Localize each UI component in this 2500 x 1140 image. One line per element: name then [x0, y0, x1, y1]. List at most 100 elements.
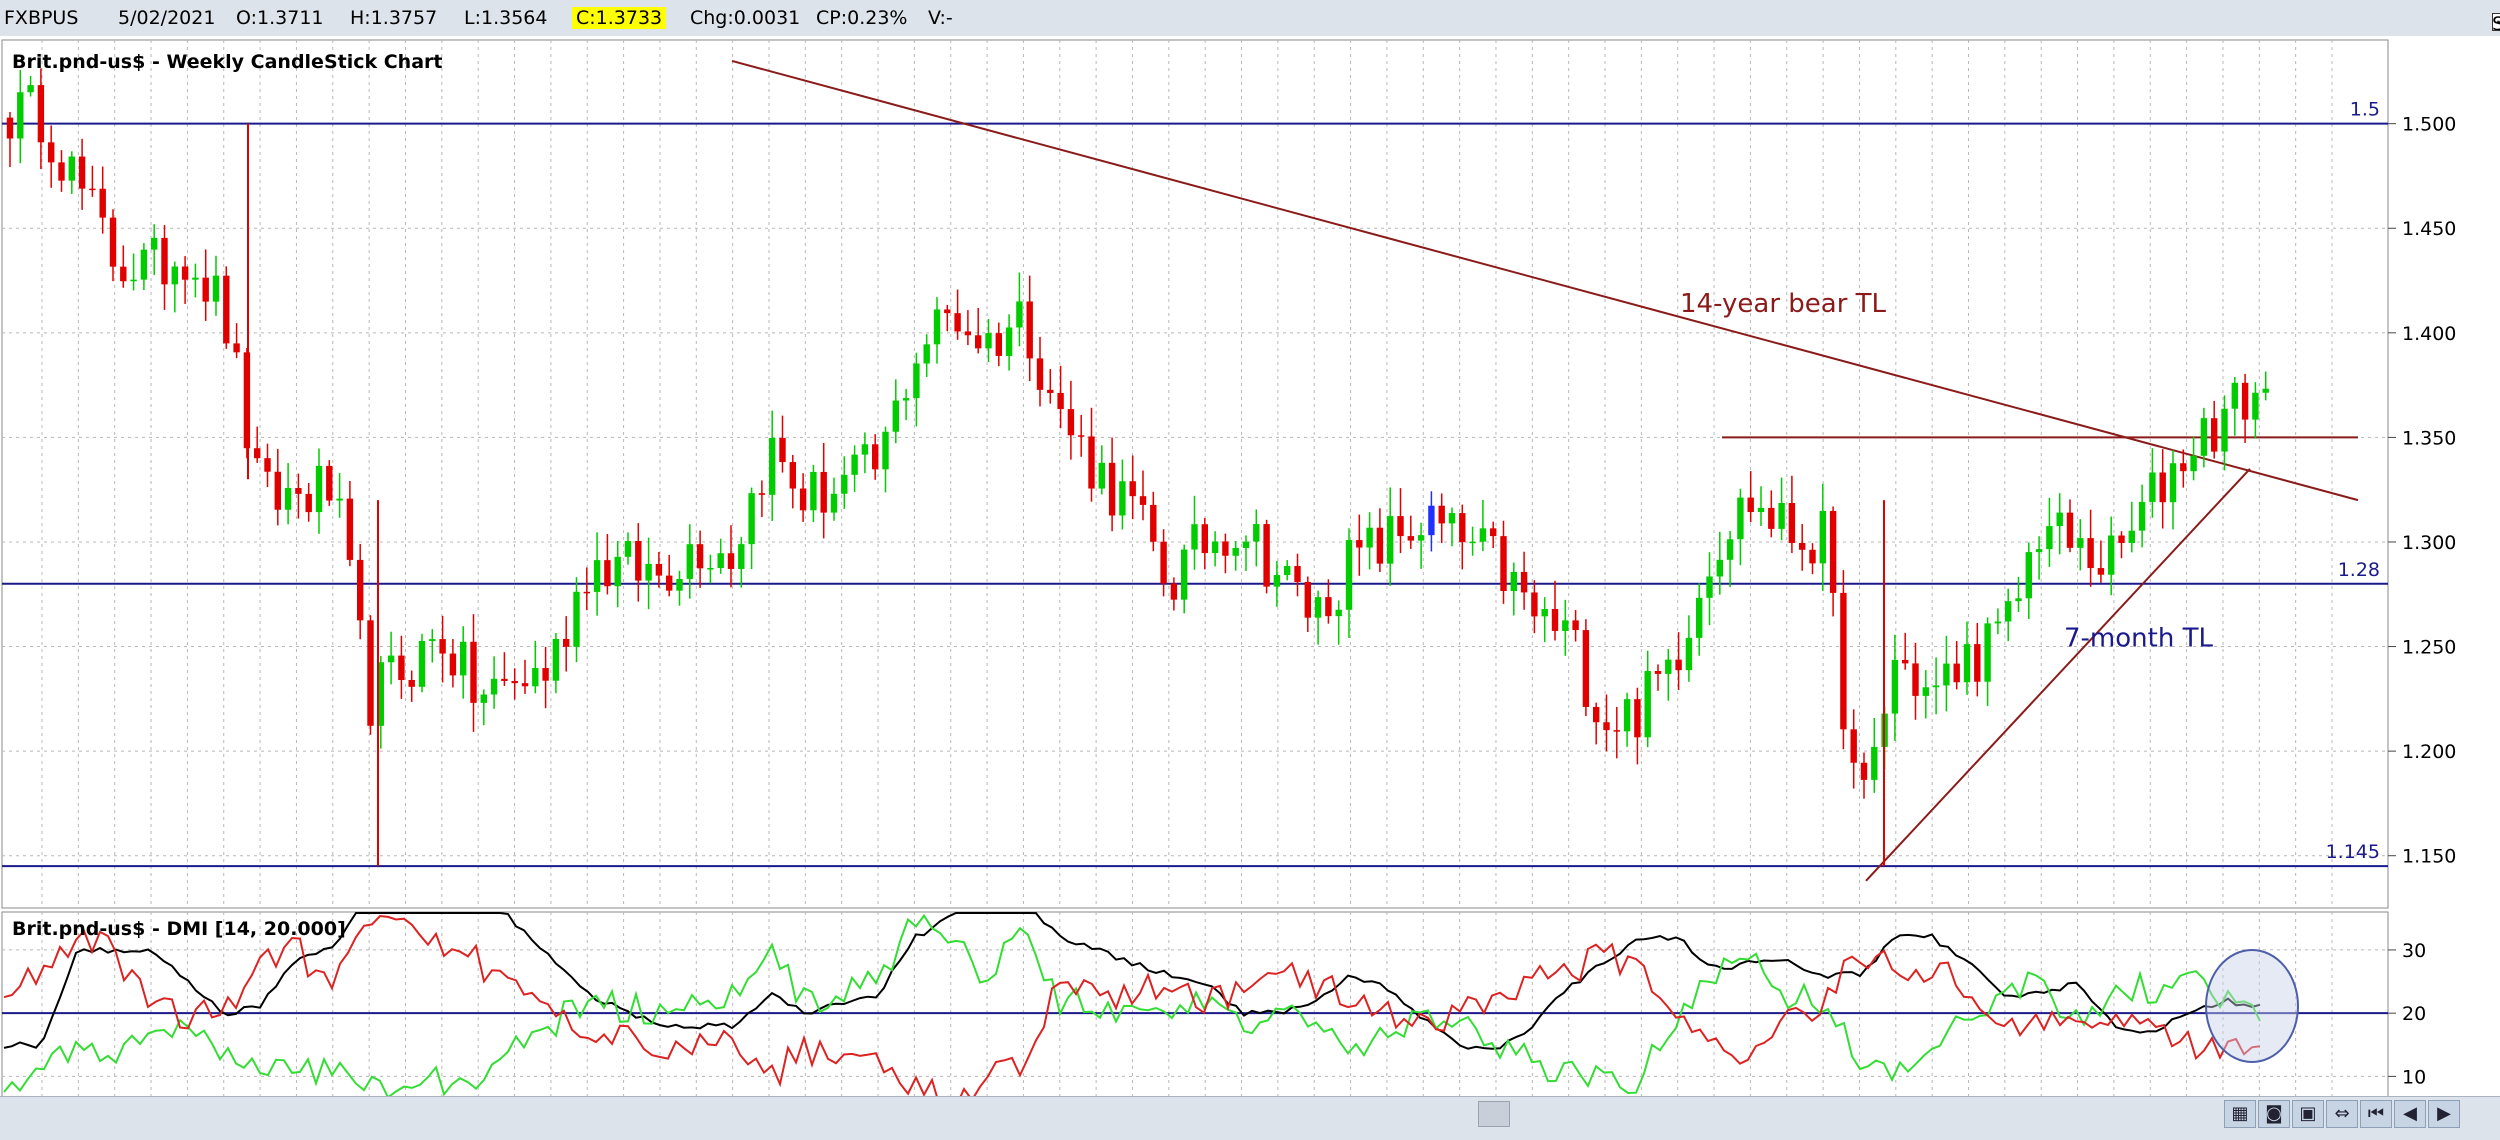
candle-body — [2108, 535, 2115, 575]
candle-body — [892, 400, 899, 432]
candle-body — [1150, 504, 1157, 542]
candle-body — [1088, 436, 1095, 489]
scrollbar-thumb[interactable] — [1478, 1101, 1510, 1127]
candle-body — [769, 437, 776, 495]
show-last-label: Show Last — [2492, 13, 2500, 35]
camera-icon[interactable]: ◙ — [2258, 1100, 2290, 1128]
low-value: L:1.3564 — [464, 7, 548, 29]
candle-body — [1129, 481, 1136, 497]
candle-body — [1634, 699, 1641, 738]
candle-body — [1417, 535, 1425, 541]
candle-body — [68, 156, 75, 181]
candle-body — [212, 275, 220, 302]
candle-body — [1438, 505, 1445, 524]
candle-body — [295, 487, 302, 494]
candle-body — [1922, 687, 1929, 696]
candle-body — [1902, 659, 1909, 664]
expand-icon[interactable]: ⇔ — [2326, 1100, 2358, 1128]
candle-body — [2169, 463, 2177, 503]
rewind-icon[interactable]: ⏮ — [2360, 1100, 2392, 1128]
candle-body — [1850, 729, 1857, 763]
y-tick-label: 1.450 — [2402, 218, 2456, 240]
price-chart-title: Brit.pnd-us$ - Weekly CandleStick Chart — [12, 51, 442, 73]
dmi-y-tick-label: 20 — [2402, 1003, 2426, 1025]
candle-body — [552, 638, 560, 681]
candle-body — [604, 560, 611, 587]
candle-body — [1665, 659, 1672, 674]
candle-body — [2211, 418, 2218, 452]
save-icon[interactable]: ▣ — [2292, 1100, 2324, 1128]
candle-body — [161, 237, 168, 285]
dmi-panel: 30 20 10 Brit.pnd-us$ - DMI [14, 20.000] — [1, 911, 2426, 1096]
candle-body — [645, 563, 652, 581]
candle-body — [2087, 538, 2094, 569]
candle-body — [243, 352, 251, 449]
candle-body — [140, 249, 148, 280]
volume-value: V:- — [928, 7, 953, 29]
bear-trendline-annotation: 14-year bear TL — [1680, 289, 1887, 319]
candle-body — [305, 493, 312, 513]
candle-body — [2005, 601, 2012, 622]
candle-body — [2097, 568, 2105, 575]
candle-body — [1706, 576, 1713, 598]
candle-body — [192, 277, 199, 280]
candle-body — [6, 117, 14, 139]
support-line-label: 1.5 — [2350, 99, 2380, 121]
candle-body — [1500, 536, 1507, 591]
candle-body — [223, 275, 230, 344]
plus_di-line — [3, 913, 2261, 1096]
candle-body — [1860, 762, 1868, 780]
candle-body — [408, 680, 415, 687]
support-line-label: 1.145 — [2326, 841, 2380, 863]
minus_di-line — [3, 914, 2261, 1096]
dmi-y-tick-label: 30 — [2402, 940, 2426, 962]
candle-body — [717, 553, 724, 569]
dmi-y-tick-label: 10 — [2402, 1066, 2426, 1088]
candle-body — [1891, 659, 1899, 714]
candle-body — [315, 465, 323, 513]
candle-body — [1098, 462, 1105, 489]
candle-body — [1005, 327, 1013, 356]
candle-body — [27, 85, 34, 93]
candle-body — [944, 309, 951, 314]
symbol-label: FXBPUS — [4, 7, 79, 29]
candle-body — [17, 92, 24, 139]
candle-body — [1623, 699, 1631, 732]
candle-body — [1366, 527, 1373, 548]
candle-body — [1737, 497, 1744, 540]
candle-body — [1788, 503, 1796, 543]
candle-body — [1768, 507, 1775, 529]
candle-body — [2190, 455, 2197, 472]
grid-icon[interactable]: ▦ — [2224, 1100, 2256, 1128]
candle-body — [542, 668, 549, 681]
candle-body — [2231, 382, 2238, 409]
candle-body — [1273, 575, 1281, 587]
candle-body — [2025, 552, 2032, 599]
candle-body — [1603, 722, 1610, 731]
candle-body — [1757, 507, 1765, 513]
candle-body — [89, 188, 96, 191]
back-icon[interactable]: ◀ — [2394, 1100, 2426, 1128]
candle-body — [48, 142, 55, 163]
checkbox-icon[interactable]: ✓ — [2492, 13, 2500, 31]
candle-body — [449, 653, 457, 676]
candle-body — [2159, 472, 2166, 503]
candle-body — [573, 591, 580, 647]
candle-body — [1819, 510, 1826, 564]
candle-body — [2241, 382, 2249, 420]
candle-body — [37, 85, 45, 143]
candle-body — [1253, 524, 1260, 542]
candle-body — [583, 591, 590, 594]
candle-body — [1953, 663, 1960, 683]
open-value: O:1.3711 — [236, 7, 324, 29]
price-panel: 1.5 1.28 1.145 1.500 1.450 1.400 1.350 1.300 1.… — [1, 39, 2456, 909]
y-tick-label: 1.200 — [2402, 741, 2456, 763]
forward-icon[interactable]: ▶ — [2428, 1100, 2460, 1128]
candle-body — [1716, 559, 1723, 577]
candle-body — [532, 668, 539, 687]
candle-body — [1057, 392, 1064, 410]
candle-body — [264, 458, 271, 472]
candle-body — [954, 313, 961, 332]
candle-body — [985, 333, 992, 349]
candle-body — [1345, 540, 1353, 610]
